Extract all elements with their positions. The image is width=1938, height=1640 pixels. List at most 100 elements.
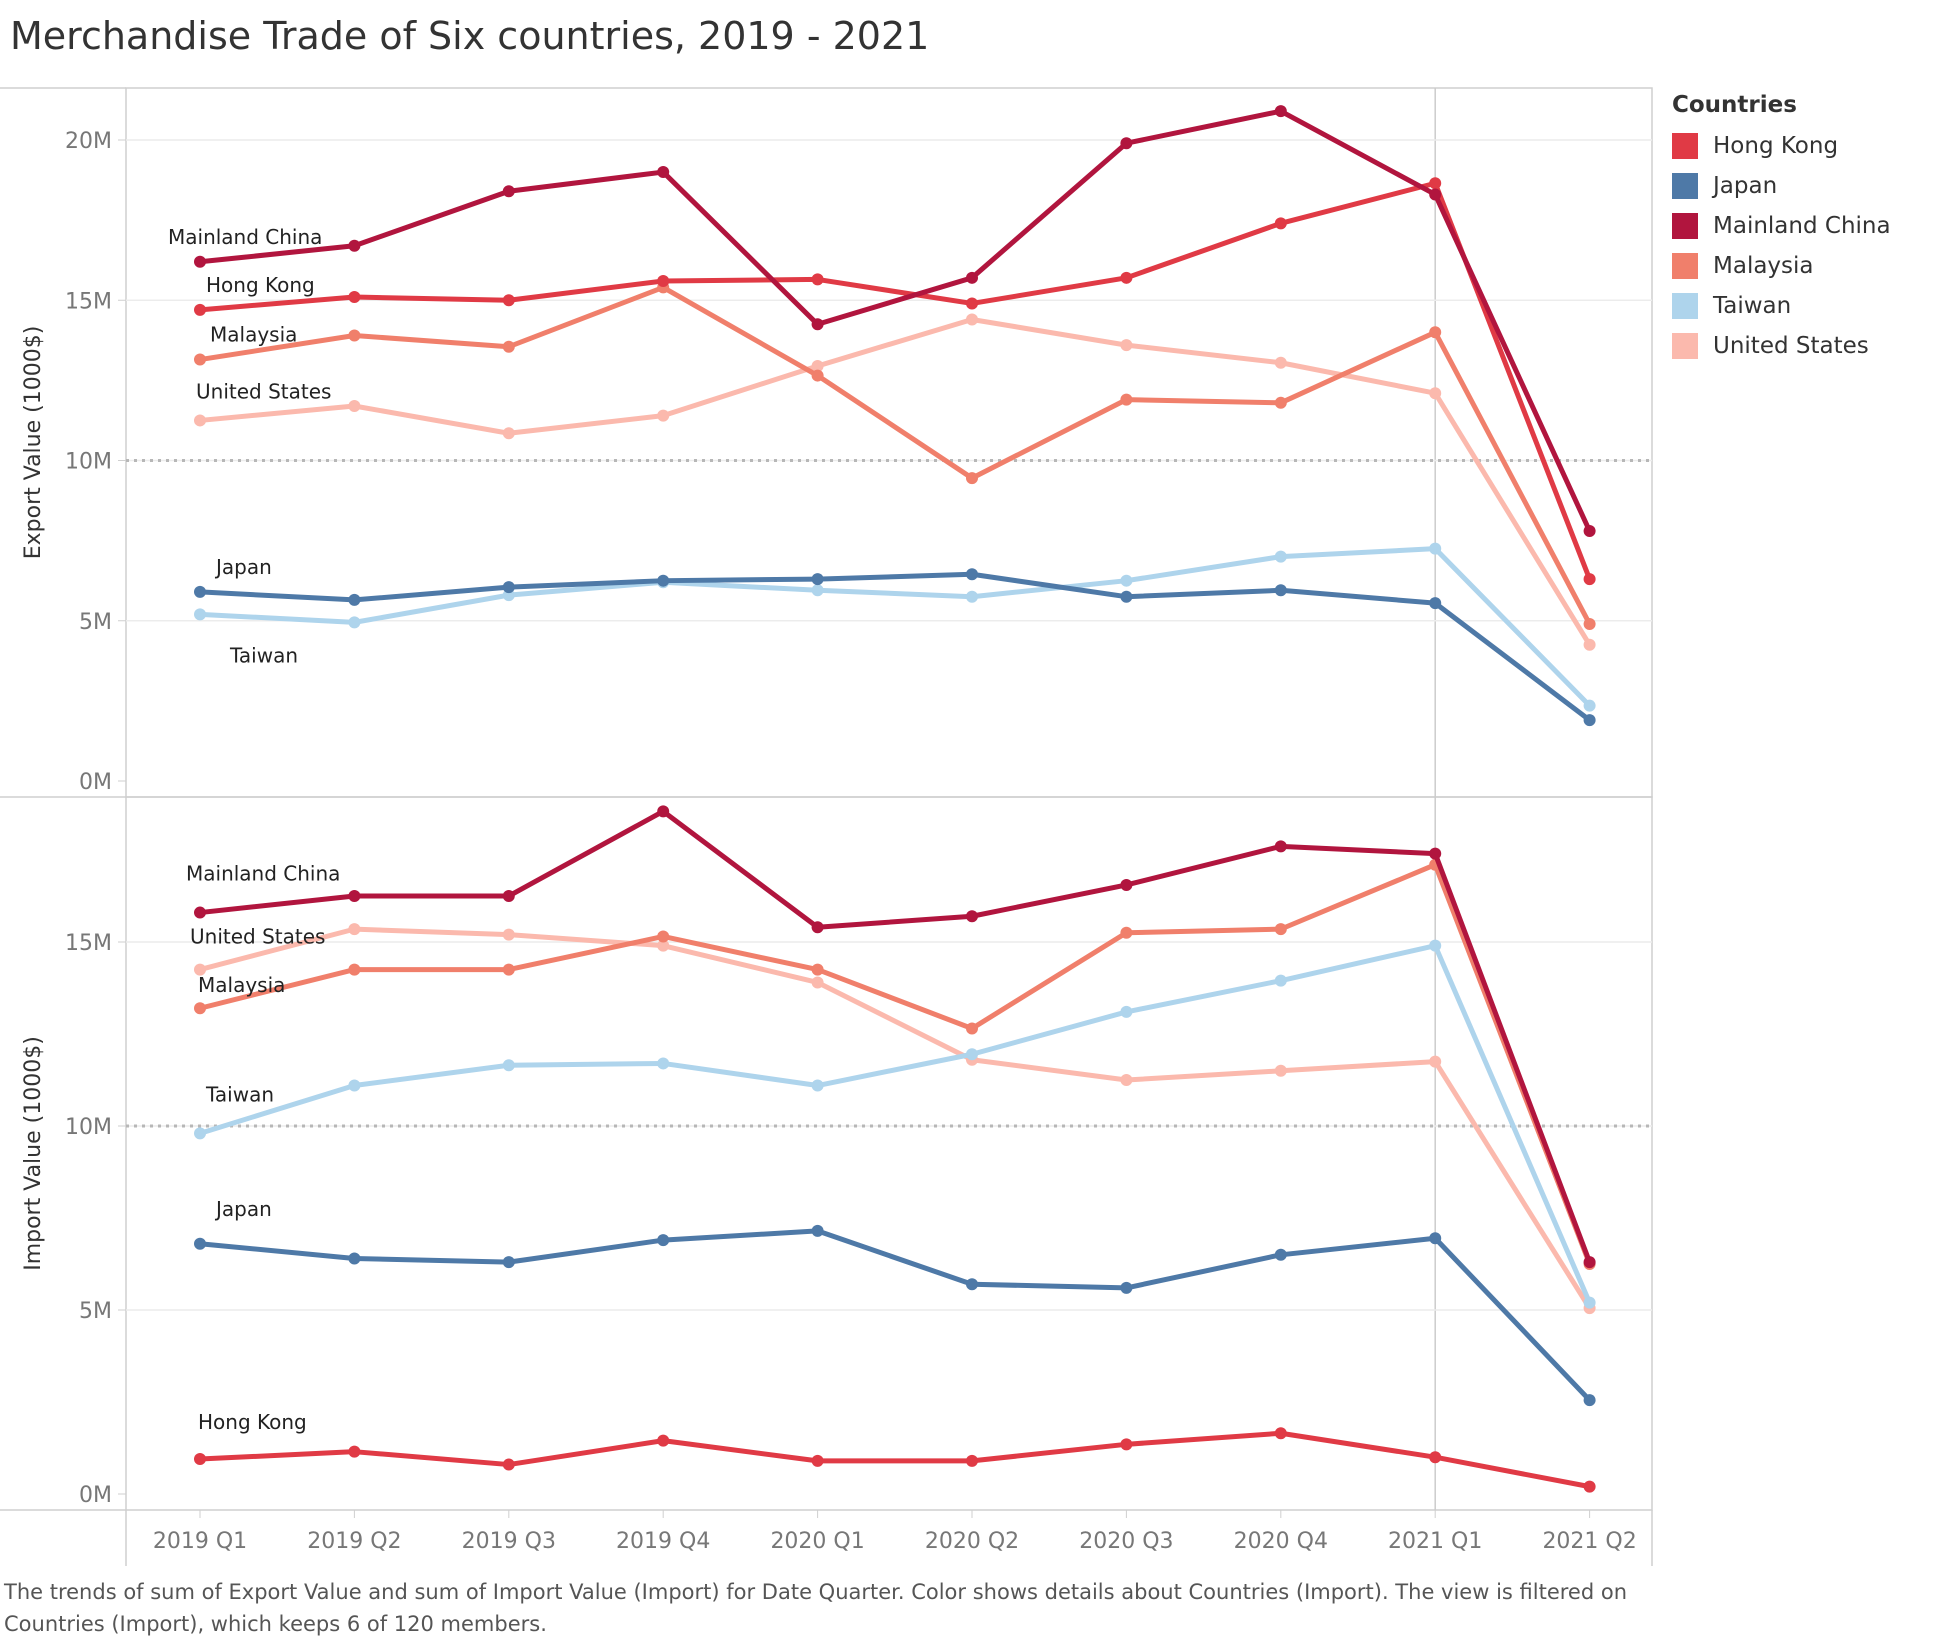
data-point-taiwan <box>1120 574 1133 587</box>
series-label-united-states: United States <box>190 925 325 949</box>
data-point-united-states <box>657 409 670 422</box>
x-tick-label: 2019 Q1 <box>153 1529 247 1554</box>
legend-item-hong-kong[interactable]: Hong Kong <box>1672 126 1891 166</box>
series-line-taiwan <box>199 943 1592 1304</box>
x-tick-label: 2019 Q4 <box>616 1529 710 1554</box>
data-point-japan <box>811 573 824 586</box>
legend-swatch <box>1672 173 1698 199</box>
series-label-japan: Japan <box>214 555 272 579</box>
data-point-japan <box>811 1224 824 1237</box>
data-point-malaysia <box>811 369 824 382</box>
series-label-malaysia: Malaysia <box>198 973 285 997</box>
series-line-mainland-china <box>199 808 1592 1264</box>
data-point-malaysia <box>1429 326 1442 339</box>
x-tick-label: 2020 Q2 <box>925 1529 1019 1554</box>
data-point-taiwan <box>657 1057 670 1070</box>
legend-item-taiwan[interactable]: Taiwan <box>1672 286 1891 326</box>
series-label-taiwan: Taiwan <box>205 1082 274 1106</box>
y-tick-label: 0M <box>79 770 112 795</box>
series-line-hong-kong <box>199 180 1592 580</box>
data-point-mainland-china <box>1274 105 1287 118</box>
legend-item-mainland-china[interactable]: Mainland China <box>1672 206 1891 246</box>
data-point-hong-kong <box>1583 1480 1596 1493</box>
data-point-japan <box>348 1252 361 1265</box>
panel-frame <box>125 796 1653 1511</box>
data-point-hong-kong <box>1120 271 1133 284</box>
data-point-hong-kong <box>502 1458 515 1471</box>
data-point-malaysia <box>348 329 361 342</box>
data-point-malaysia <box>657 930 670 943</box>
data-point-united-states <box>811 359 824 372</box>
data-point-hong-kong <box>657 1434 670 1447</box>
legend-label: Mainland China <box>1713 213 1891 239</box>
data-point-malaysia <box>348 963 361 976</box>
data-point-united-states <box>1583 638 1596 651</box>
data-point-hong-kong <box>502 294 515 307</box>
legend-item-japan[interactable]: Japan <box>1672 166 1891 206</box>
data-point-mainland-china <box>1429 188 1442 201</box>
data-point-mainland-china <box>348 890 361 902</box>
series-line-united-states <box>199 926 1592 1310</box>
data-point-japan <box>657 1234 670 1247</box>
data-point-mainland-china <box>811 318 824 331</box>
data-point-malaysia <box>1583 617 1596 630</box>
data-point-taiwan <box>194 608 206 621</box>
data-point-mainland-china <box>657 166 670 179</box>
legend-swatch <box>1672 253 1698 279</box>
data-point-mainland-china <box>502 890 515 902</box>
data-point-hong-kong <box>966 1454 978 1467</box>
data-point-japan <box>657 574 670 587</box>
data-point-malaysia <box>1274 396 1287 409</box>
legend-swatch <box>1672 133 1698 159</box>
x-tick-label: 2019 Q3 <box>462 1529 556 1554</box>
data-point-united-states <box>194 963 206 976</box>
data-point-taiwan <box>1429 939 1442 952</box>
data-point-united-states <box>1274 1064 1287 1077</box>
series-label-taiwan: Taiwan <box>229 643 298 667</box>
data-point-united-states <box>194 414 206 427</box>
data-point-hong-kong <box>811 1454 824 1467</box>
data-point-japan <box>1120 1281 1133 1294</box>
data-point-taiwan <box>1583 699 1596 712</box>
data-point-mainland-china <box>1120 878 1133 891</box>
legend-item-united-states[interactable]: United States <box>1672 326 1891 366</box>
data-point-mainland-china <box>1583 1256 1596 1269</box>
data-point-united-states <box>502 427 515 440</box>
data-point-mainland-china <box>1274 840 1287 853</box>
y-tick-label: 10M <box>65 450 112 475</box>
data-point-mainland-china <box>966 271 978 284</box>
data-point-japan <box>194 585 206 598</box>
y-tick-label: 5M <box>79 1299 112 1324</box>
legend-label: Malaysia <box>1713 253 1814 279</box>
data-point-taiwan <box>502 1059 515 1072</box>
series-line-japan <box>199 571 1592 723</box>
data-point-mainland-china <box>811 921 824 934</box>
y-axis-title: Import Value (1000$) <box>21 1036 46 1271</box>
y-tick-label: 15M <box>65 931 112 956</box>
series-line-mainland-china <box>199 108 1592 533</box>
series-line-taiwan <box>199 546 1592 708</box>
y-tick-label: 0M <box>79 1483 112 1508</box>
data-point-taiwan <box>966 590 978 603</box>
data-point-taiwan <box>966 1048 978 1061</box>
data-point-united-states <box>1120 1074 1133 1086</box>
series-line-hong-kong <box>199 1430 1591 1490</box>
y-tick-label: 5M <box>79 610 112 635</box>
legend-label: Japan <box>1713 173 1778 199</box>
data-point-japan <box>1274 584 1287 597</box>
data-point-hong-kong <box>194 303 206 316</box>
data-point-japan <box>1583 1394 1596 1407</box>
series-label-hong-kong: Hong Kong <box>198 1410 307 1434</box>
data-point-united-states <box>502 928 515 941</box>
data-point-mainland-china <box>1583 525 1596 538</box>
data-point-malaysia <box>194 353 206 366</box>
data-point-taiwan <box>348 616 361 629</box>
data-point-united-states <box>348 400 361 413</box>
data-point-malaysia <box>1120 926 1133 939</box>
legend-item-malaysia[interactable]: Malaysia <box>1672 246 1891 286</box>
data-point-mainland-china <box>1120 137 1133 150</box>
data-point-mainland-china <box>1429 847 1442 860</box>
y-tick-label: 20M <box>65 129 112 154</box>
data-point-united-states <box>811 976 824 989</box>
